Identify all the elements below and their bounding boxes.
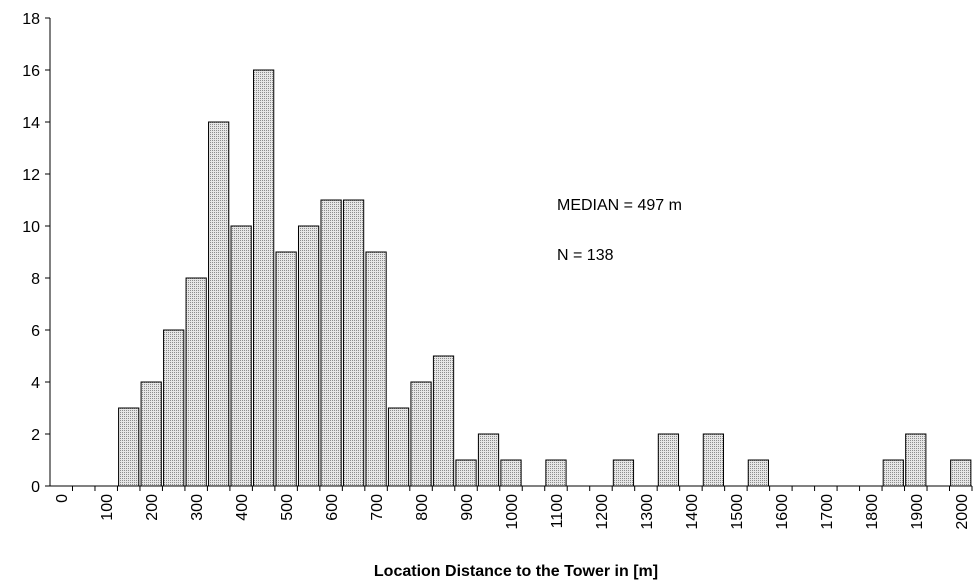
annotation: MEDIAN = 497 m (557, 197, 682, 214)
bar (747, 459, 769, 487)
bar (432, 355, 455, 487)
x-tick-label: 200 (144, 494, 161, 521)
x-tick-label: 300 (189, 494, 206, 521)
x-tick-label: 1100 (549, 494, 566, 529)
bar (387, 407, 410, 487)
x-tick-label: 1800 (864, 494, 881, 530)
bar (230, 225, 252, 487)
y-tick-label: 0 (31, 479, 40, 496)
x-tick-label: 1700 (819, 494, 836, 530)
x-tick-label: 900 (459, 494, 476, 521)
bar (905, 433, 927, 487)
x-tick-label: 1500 (729, 494, 746, 530)
bar (455, 459, 477, 487)
annotation: N = 138 (557, 247, 614, 264)
x-tick-label: 800 (414, 494, 431, 521)
x-tick-label: 100 (99, 494, 116, 521)
bar (500, 459, 522, 487)
bar (253, 69, 275, 487)
x-tick-label: 1200 (594, 494, 611, 530)
x-tick-label: 700 (369, 494, 386, 521)
bar (477, 433, 500, 487)
x-tick-label: 1900 (909, 494, 926, 530)
bar (342, 199, 365, 487)
y-tick-label: 6 (31, 323, 40, 340)
x-tick-label: 0 (54, 494, 71, 503)
bar (365, 251, 387, 487)
x-axis-label: Location Distance to the Tower in [m] (374, 563, 658, 580)
bar (140, 381, 162, 487)
x-tick-label: 2000 (954, 494, 971, 530)
bar (297, 225, 320, 487)
bar (612, 459, 635, 487)
x-tick-label: 1300 (639, 494, 656, 530)
x-tick-label: 1400 (684, 494, 701, 530)
bar (410, 381, 432, 487)
y-tick-label: 4 (31, 375, 40, 392)
y-tick-label: 16 (22, 63, 40, 80)
y-tick-label: 12 (22, 167, 40, 184)
bar (545, 459, 567, 487)
bar (163, 329, 185, 487)
y-tick-label: 8 (31, 271, 40, 288)
y-tick-label: 2 (31, 427, 40, 444)
y-tick-label: 18 (22, 11, 40, 28)
y-tick-label: 10 (22, 219, 40, 236)
bar (208, 121, 230, 487)
bar (702, 433, 725, 487)
x-tick-label: 600 (324, 494, 341, 521)
bar (882, 459, 904, 487)
x-tick-label: 1600 (774, 494, 791, 530)
bar (950, 459, 972, 487)
bar (118, 407, 140, 487)
bar (185, 277, 207, 487)
x-tick-label: 400 (234, 494, 251, 521)
x-tick-label: 500 (279, 494, 296, 521)
bar (275, 251, 297, 487)
bar (320, 199, 342, 487)
bar (657, 433, 680, 487)
x-tick-label: 1000 (504, 494, 521, 530)
y-tick-label: 14 (22, 115, 40, 132)
